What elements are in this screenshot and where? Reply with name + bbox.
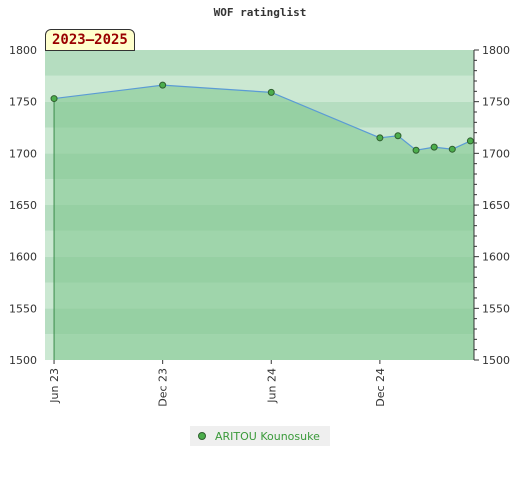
legend-label: ARITOU Kounosuke [215, 429, 320, 443]
x-tick-label: Jun 24 [265, 368, 278, 404]
data-point [159, 81, 167, 89]
series-area [54, 85, 475, 360]
data-point [448, 145, 456, 153]
y-tick-label-left: 1500 [9, 354, 37, 367]
chart-title: WOF ratinglist [213, 6, 307, 19]
y-tick-label-right: 1750 [482, 96, 510, 109]
x-tick-label: Dec 24 [374, 368, 387, 407]
legend: ARITOU Kounosuke [190, 426, 330, 446]
y-tick-label-left: 1550 [9, 302, 37, 315]
series-line [53, 84, 474, 151]
y-tick-label-left: 1650 [9, 199, 37, 212]
y-tick-label-right: 1550 [482, 302, 510, 315]
y-tick-label-right: 1650 [482, 199, 510, 212]
y-tick-label-left: 1700 [9, 147, 37, 160]
y-tick-label-left: 1750 [9, 96, 37, 109]
grid-band [45, 50, 474, 76]
x-tick-label: Jun 23 [48, 368, 61, 404]
period-badge: 2023–2025 [45, 29, 135, 51]
data-point [466, 137, 474, 145]
y-tick-label-right: 1500 [482, 354, 510, 367]
data-point [412, 146, 420, 154]
y-tick-label-right: 1800 [482, 44, 510, 57]
data-point [50, 95, 58, 103]
y-tick-label-left: 1600 [9, 251, 37, 264]
y-tick-label-right: 1600 [482, 251, 510, 264]
data-point [430, 143, 438, 151]
legend-marker [198, 432, 206, 440]
x-tick-label: Dec 23 [157, 368, 170, 407]
data-point [267, 88, 275, 96]
data-point [376, 134, 384, 142]
data-point [394, 132, 402, 140]
y-tick-label-right: 1700 [482, 147, 510, 160]
y-tick-label-left: 1800 [9, 44, 37, 57]
